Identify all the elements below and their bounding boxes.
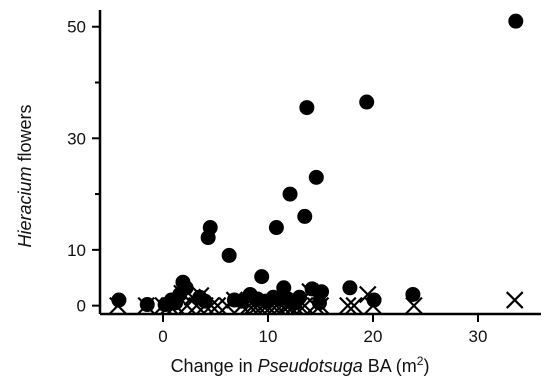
x-point xyxy=(137,296,155,315)
y-axis-label: Hieracium flowers xyxy=(15,104,35,247)
x-point xyxy=(218,296,236,315)
x-point-stroke xyxy=(364,296,382,315)
x-point-stroke xyxy=(218,296,236,315)
circle-point xyxy=(299,100,315,116)
x-point-stroke xyxy=(173,284,191,303)
x-tick-label: 10 xyxy=(259,327,278,346)
x-point-stroke xyxy=(137,296,155,315)
x-point xyxy=(306,296,325,315)
circle-point xyxy=(342,280,358,296)
x-point xyxy=(364,296,382,315)
x-point-stroke xyxy=(405,296,423,315)
circle-point xyxy=(297,208,313,224)
x-point-stroke xyxy=(505,291,524,309)
x-tick-label: 0 xyxy=(158,327,167,346)
x-point xyxy=(505,291,524,309)
x-point xyxy=(290,296,309,315)
x-point-stroke xyxy=(154,296,172,315)
x-point-stroke xyxy=(196,296,214,315)
x-point xyxy=(196,296,214,315)
circle-point xyxy=(359,94,375,110)
x-point-stroke xyxy=(187,296,206,315)
x-point-stroke xyxy=(306,296,325,315)
y-tick-label: 30 xyxy=(67,129,86,148)
x-point xyxy=(277,296,295,315)
data-points xyxy=(109,13,524,315)
x-point xyxy=(345,296,363,315)
x-point xyxy=(240,296,258,315)
x-point-stroke xyxy=(311,296,330,315)
circle-point xyxy=(308,169,324,185)
x-tick-label: 20 xyxy=(364,327,383,346)
x-point-stroke xyxy=(290,296,309,315)
x-point-stroke xyxy=(109,296,127,315)
circle-point xyxy=(254,269,270,285)
x-point xyxy=(187,296,206,315)
x-point-stroke xyxy=(358,285,377,304)
circle-point xyxy=(221,247,237,263)
x-point-stroke xyxy=(301,282,319,301)
circle-point xyxy=(314,284,330,300)
y-axis-ticks: 0 10 30 50 xyxy=(67,18,100,316)
x-axis-ticks: 0 10 20 30 xyxy=(158,314,487,346)
y-tick-label: 50 xyxy=(67,18,86,37)
x-point-stroke xyxy=(272,296,291,315)
plot-frame xyxy=(98,10,541,316)
x-point xyxy=(109,296,127,315)
x-point xyxy=(225,291,244,309)
x-tick-label: 30 xyxy=(469,327,488,346)
circle-point xyxy=(202,220,218,236)
circle-point xyxy=(268,220,284,236)
x-point xyxy=(272,296,291,315)
x-point xyxy=(301,282,319,301)
x-point xyxy=(154,296,172,315)
circle-point xyxy=(405,286,421,302)
x-point-stroke xyxy=(277,296,295,315)
x-axis-label: Change in Pseudotsuga BA (m2) xyxy=(171,354,430,376)
x-point xyxy=(358,285,377,304)
x-point xyxy=(339,296,357,315)
circle-point xyxy=(282,186,298,202)
x-point-stroke xyxy=(192,286,210,305)
x-point-stroke xyxy=(225,291,244,309)
x-point-stroke xyxy=(345,296,363,315)
circle-point xyxy=(508,13,524,29)
x-point-stroke xyxy=(339,296,357,315)
y-tick-label: 0 xyxy=(77,297,86,316)
y-tick-label: 10 xyxy=(67,241,86,260)
x-point-stroke xyxy=(240,296,258,315)
x-point xyxy=(311,296,330,315)
x-point xyxy=(173,284,191,303)
x-point xyxy=(405,296,423,315)
x-point-stroke xyxy=(202,296,221,315)
x-point xyxy=(202,296,221,315)
